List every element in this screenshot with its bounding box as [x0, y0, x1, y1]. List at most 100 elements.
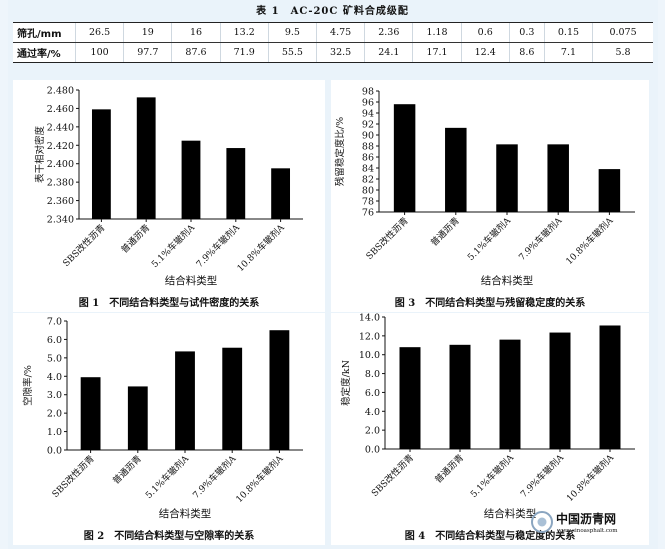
y-tick-label: 2.380: [47, 178, 74, 189]
y-tick-label: 2.420: [47, 141, 74, 152]
y-tick-label: 2.340: [47, 215, 74, 226]
bar: [80, 377, 101, 450]
chart-4: 0.0 2.0 4.0 6.0 8.0 10.0 12.0 14.0 SBS改性沥青 普通沥青 5.…: [331, 313, 649, 545]
table-cell: 55.5: [267, 42, 317, 63]
table-cell: 0.6: [460, 22, 510, 43]
bar: [399, 347, 421, 449]
table-cell: 24.1: [364, 42, 413, 63]
chart-2: 0.0 1.0 2.0 3.0 4.0 5.0 6.0 7.0 SBS改性沥青 普通沥青 5.1%车…: [13, 313, 325, 545]
table-cell: 32.5: [316, 42, 365, 63]
y-tick-label: 84: [362, 164, 374, 175]
row-header: 筛孔/mm: [13, 22, 76, 43]
table-cell: 5.8: [592, 42, 653, 63]
y-tick-label: 10.0: [359, 350, 380, 361]
x-axis-label: 结合料类型: [481, 274, 534, 287]
x-tick-label: 普通沥青: [432, 452, 466, 486]
x-tick-label: 7.9%车辙剂A: [516, 214, 565, 263]
y-tick-label: 1.0: [47, 427, 62, 438]
table-cell: 7.1: [543, 42, 593, 63]
table-cell: 87.6: [171, 42, 221, 63]
y-tick-label: 2.0: [47, 409, 62, 420]
y-tick-label: 76: [362, 208, 374, 219]
y-tick-label: 94: [362, 109, 374, 120]
watermark-circle-icon: [531, 511, 553, 533]
table-cell: 12.4: [460, 42, 510, 63]
y-tick-label: 96: [362, 98, 374, 109]
y-tick-label: 3.0: [47, 390, 62, 401]
x-tick-label: 5.1%车辙剂A: [465, 214, 514, 263]
table-cell: 97.7: [123, 42, 172, 63]
gradation-table: 筛孔/mm 26.5 19 16 13.2 9.5 4.75 2.36 1.18 0.6 0.3 0.…: [13, 22, 653, 63]
bar: [445, 127, 467, 212]
figure-caption: 图 3 不同结合料类型与残留稳定度的关系: [395, 296, 585, 309]
bar: [127, 386, 148, 450]
bar: [449, 344, 471, 449]
table-row: 通过率/% 100 97.7 87.6 71.9 55.5 32.5 24.1 17.1 12.4…: [13, 42, 653, 63]
table-cell: 71.9: [219, 42, 269, 63]
y-tick-label: 0.0: [47, 446, 62, 457]
x-axis-label: 结合料类型: [484, 507, 537, 520]
y-tick-label: 2.440: [47, 122, 74, 133]
y-axis-label: 稳定度/kN: [340, 360, 352, 406]
table-cell: 26.5: [74, 22, 124, 43]
chart-svg: 0.0 2.0 4.0 6.0 8.0 10.0 12.0 14.0 SBS改性沥青 普通沥青 5.…: [340, 313, 635, 542]
chart-svg: 0.0 1.0 2.0 3.0 4.0 5.0 6.0 7.0 SBS改性沥青 普通沥青 5.1%车…: [22, 317, 303, 542]
bar: [91, 109, 111, 219]
x-tick-label: SBS改性沥青: [60, 222, 107, 269]
table-cell: 17.1: [412, 42, 462, 63]
watermark-url: www.sinoasphalt.com: [557, 528, 618, 534]
table-cell: 0.15: [543, 22, 593, 43]
bar: [175, 351, 195, 450]
x-tick-label: 普通沥青: [110, 453, 144, 487]
y-tick-label: 8.0: [365, 369, 380, 380]
x-tick-label: 普通沥青: [118, 222, 152, 256]
bar: [393, 104, 416, 212]
table-cell: 16: [171, 22, 221, 43]
chart-svg: 2.340 2.360 2.380 2.400 2.420 2.440 2.460 2.480…: [34, 86, 303, 309]
y-tick-label: 12.0: [359, 331, 380, 342]
y-tick-label: 88: [362, 142, 374, 153]
y-axis-label: 表干相对密度: [34, 126, 46, 184]
x-tick-label: 7.9%车辙剂A: [518, 451, 567, 500]
chart-3: 76 78 80 82 84 86 88 90 92 94 96 98 SBS改性沥青 普通沥青 5.1%车…: [331, 80, 649, 312]
figure-caption: 图 4 不同结合料类型与稳定度的关系: [405, 529, 575, 542]
table-title: 表 1 AC-20C 矿料合成级配: [256, 6, 409, 17]
figure-caption: 图 2 不同结合料类型与空隙率的关系: [84, 529, 254, 542]
x-tick-label: SBS改性沥青: [363, 215, 410, 262]
y-tick-label: 6.0: [47, 335, 62, 346]
figure-caption: 图 1 不同结合料类型与试件密度的关系: [79, 296, 259, 309]
y-tick-label: 98: [362, 87, 374, 98]
y-tick-label: 82: [362, 175, 374, 186]
table-row: 筛孔/mm 26.5 19 16 13.2 9.5 4.75 2.36 1.18 0.6 0.3 0.…: [13, 22, 653, 43]
bar: [136, 97, 156, 219]
bar: [181, 140, 201, 219]
y-tick-label: 2.480: [47, 86, 74, 97]
x-tick-label: 10.8%车辙剂A: [564, 451, 617, 504]
table-cell: 8.6: [508, 42, 545, 63]
table-cell: 100: [74, 42, 124, 63]
y-tick-label: 14.0: [359, 313, 380, 324]
bar: [271, 168, 291, 219]
table-cell: 2.36: [364, 22, 413, 43]
y-tick-label: 90: [362, 131, 374, 142]
y-tick-label: 80: [362, 186, 374, 197]
x-tick-label: 7.9%车辙剂A: [194, 221, 243, 270]
chart-1: 2.340 2.360 2.380 2.400 2.420 2.440 2.460 2.480…: [13, 80, 325, 312]
bar: [222, 347, 243, 450]
x-tick-label: 5.1%车辙剂A: [149, 221, 198, 270]
table-cell: 9.5: [267, 22, 317, 43]
x-axis-label: 结合料类型: [159, 507, 212, 520]
table-cell: 0.075: [592, 22, 653, 43]
table-cell: 19: [123, 22, 172, 43]
table-cell: 0.3: [508, 22, 545, 43]
x-tick-label: 7.9%车辙剂A: [190, 452, 239, 501]
x-tick-label: 10.8%车辙剂A: [563, 214, 616, 267]
x-tick-label: 10.8%车辙剂A: [234, 221, 287, 274]
x-tick-label: 5.1%车辙剂A: [468, 451, 517, 500]
y-tick-label: 4.0: [365, 407, 380, 418]
bar: [599, 325, 621, 449]
y-tick-label: 5.0: [47, 353, 62, 364]
y-tick-label: 7.0: [47, 317, 62, 328]
y-tick-label: 6.0: [365, 388, 380, 399]
